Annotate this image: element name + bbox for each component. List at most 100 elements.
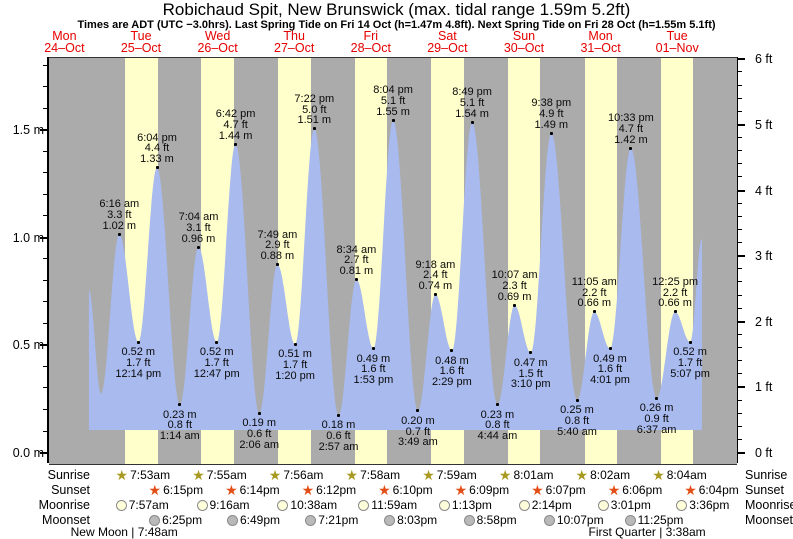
- right-axis-tick: [738, 307, 742, 309]
- tide-point-dot: [575, 398, 579, 402]
- moonrise-moon-icon: [676, 500, 688, 511]
- tide-high-annotation: 7:22 pm 5.0 ft 1.51 m: [294, 93, 334, 127]
- annotation-line-0: 6:04 pm: [137, 131, 177, 144]
- right-axis-tick: [738, 202, 742, 204]
- sunset-marker: ★ 6:10pm: [378, 483, 433, 498]
- tide-point-dot: [155, 166, 159, 170]
- moonset-moon-icon: [463, 515, 475, 526]
- sunset-time: 6:15pm: [163, 483, 204, 497]
- moonrise-moon-icon: [277, 500, 289, 511]
- annotation-line-2: 2:06 am: [239, 438, 280, 451]
- right-axis-label: 6 ft: [755, 52, 773, 67]
- moonrise-marker: 1:13pm: [438, 498, 492, 513]
- moonset-moon-icon: [543, 515, 555, 526]
- sunrise-marker: ★ 7:59am: [422, 468, 477, 483]
- tide-low-annotation: 0.26 m 0.9 ft 6:37 am: [637, 403, 677, 435]
- annotation-line-2: 12:47 pm: [193, 367, 240, 380]
- tide-point-dot: [592, 310, 596, 314]
- right-axis-label: 1 ft: [755, 380, 773, 395]
- annotation-line-2: 4:44 am: [477, 430, 518, 443]
- sunrise-time: 7:56am: [283, 468, 324, 482]
- axis-line: [47, 57, 49, 463]
- right-axis-label: 2 ft: [755, 314, 773, 329]
- day-label: Sun 30–Oct: [503, 29, 545, 55]
- axis-line: [737, 57, 738, 463]
- annotation-line-2: 5:40 am: [557, 425, 597, 438]
- annotation-line-1: 0.8 ft: [485, 419, 510, 432]
- tide-high-annotation: 8:34 am 2.7 ft 0.81 m: [337, 244, 377, 278]
- tide-low-annotation: 0.25 m 0.8 ft 5:40 am: [557, 405, 597, 437]
- left-axis-label: 1.5 m: [12, 123, 44, 137]
- tide-curve-svg: [88, 120, 702, 431]
- sunset-marker: ★ 6:14pm: [225, 483, 280, 498]
- right-axis-tick: [738, 110, 742, 112]
- tide-high-annotation: 10:07 am 2.3 ft 0.69 m: [492, 270, 538, 302]
- right-axis-label: 5 ft: [755, 117, 773, 132]
- sunset-star-icon: ★: [531, 482, 544, 498]
- left-axis-tick: [43, 322, 47, 324]
- annotation-line-2: 2:29 pm: [432, 376, 472, 389]
- day-label: Sat 29–Oct: [427, 30, 467, 55]
- sunrise-star-icon: ★: [498, 467, 512, 483]
- right-axis-tick: [738, 412, 742, 414]
- tide-high-annotation: 7:04 am 3.1 ft 0.96 m: [179, 212, 219, 244]
- tide-curve: [88, 120, 702, 431]
- sunset-marker: ★ 6:12pm: [302, 483, 357, 498]
- annotation-line-1: 1.7 ft: [677, 356, 703, 369]
- sunset-star-icon: ★: [607, 482, 621, 498]
- left-axis-tick: [43, 193, 47, 195]
- sunrise-row-label-right: Sunrise: [745, 468, 788, 482]
- right-axis-tick: [738, 163, 742, 165]
- sunset-row-label-left: Sunset: [51, 483, 90, 497]
- moonrise-time: 10:38am: [290, 498, 338, 512]
- right-axis-label: 4 ft: [755, 183, 773, 198]
- annotation-line-2: 0.81 m: [339, 265, 374, 278]
- annotation-line-2: 1.51 m: [297, 114, 332, 127]
- tide-high-annotation: 6:04 pm 4.4 ft 1.33 m: [137, 131, 177, 166]
- sunrise-star-icon: ★: [422, 467, 435, 483]
- moonset-moon-icon: [384, 515, 396, 526]
- annotation-line-1: 4.7 ft: [618, 123, 644, 136]
- left-axis-tick: [43, 258, 47, 260]
- annotation-line-2: 5:07 pm: [670, 367, 710, 380]
- annotation-line-2: 1.33 m: [140, 153, 174, 166]
- moonrise-moon-icon: [438, 500, 450, 511]
- right-axis-tick: [738, 320, 745, 323]
- annotation-line-0: 0.48 m: [435, 354, 469, 367]
- moonrise-time: 9:16am: [209, 498, 250, 512]
- day-label: Wed 26–Oct: [197, 30, 237, 55]
- annotation-line-0: 0.23 m: [480, 408, 515, 421]
- sunset-marker: ★ 6:15pm: [149, 483, 204, 498]
- tide-point-dot: [178, 403, 182, 406]
- right-axis-tick: [738, 281, 742, 283]
- moonrise-time: 7:57am: [128, 498, 169, 512]
- day-label-date: 30–Oct: [503, 41, 545, 55]
- left-axis-tick: [43, 365, 47, 367]
- annotation-line-0: 9:38 pm: [531, 97, 572, 110]
- moonrise-marker: 11:59am: [358, 498, 417, 513]
- annotation-line-0: 0.49 m: [593, 352, 627, 365]
- annotation-line-2: 1.55 m: [376, 105, 410, 118]
- right-axis-tick: [738, 255, 745, 258]
- annotation-line-2: 0.66 m: [577, 297, 612, 310]
- annotation-line-1: 4.4 ft: [144, 142, 170, 155]
- moonset-moon-icon: [149, 515, 161, 526]
- right-axis-tick: [738, 333, 742, 335]
- tide-point-dot: [529, 351, 533, 355]
- sunrise-star-icon: ★: [268, 467, 282, 483]
- tide-point-dot: [629, 146, 633, 150]
- annotation-line-1: 4.9 ft: [539, 107, 564, 120]
- left-axis-label: 1.0 m: [12, 230, 44, 245]
- right-axis-tick: [738, 84, 742, 86]
- tide-low-annotation: 0.18 m 0.6 ft 2:57 am: [319, 420, 359, 452]
- tide-point-dot: [354, 278, 358, 282]
- annotation-line-2: 6:37 am: [636, 423, 677, 436]
- moonset-time: 11:25pm: [637, 513, 684, 527]
- tide-high-annotation: 6:42 pm 4.7 ft 1.44 m: [216, 109, 256, 141]
- annotation-line-1: 2.2 ft: [582, 286, 607, 299]
- tide-point-dot: [495, 403, 499, 406]
- tide-low-annotation: 0.23 m 0.8 ft 4:44 am: [477, 408, 518, 443]
- annotation-line-0: 7:49 am: [257, 228, 298, 241]
- tide-point-dot: [655, 396, 659, 400]
- day-label-weekday: Sun: [512, 29, 536, 43]
